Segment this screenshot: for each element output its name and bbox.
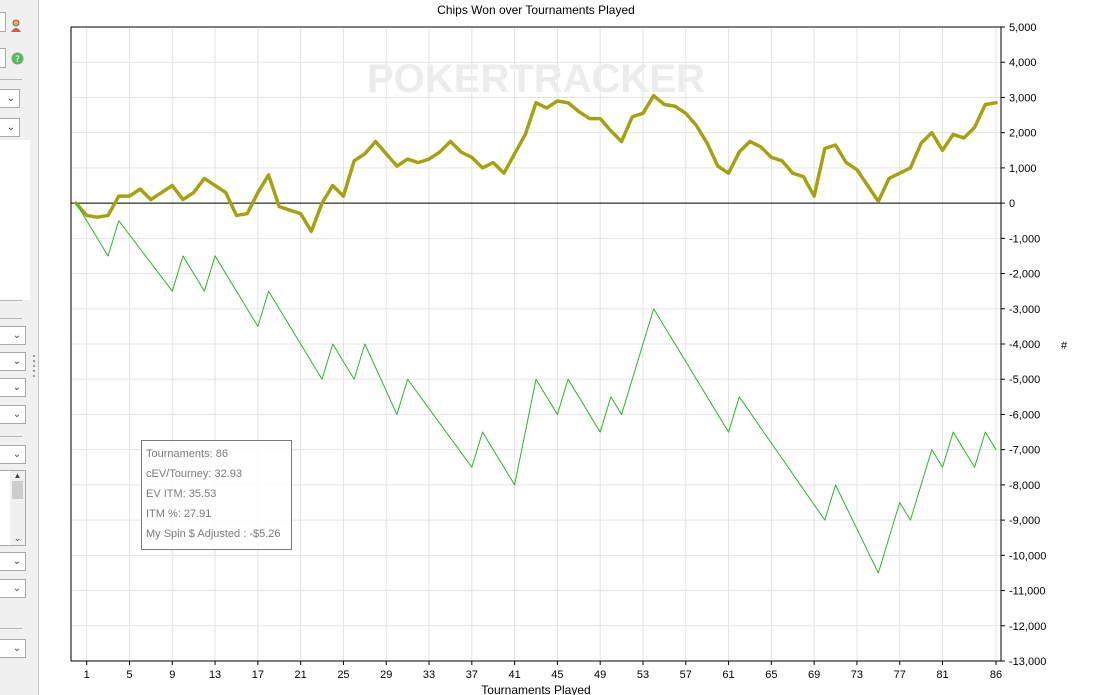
y-tick-label: -6,000 (1009, 409, 1040, 421)
chart-title: Chips Won over Tournaments Played (437, 3, 635, 17)
y-tick-label: 3,000 (1009, 92, 1037, 104)
y-tick-label: -7,000 (1009, 445, 1040, 457)
series-line-1 (75, 202, 997, 574)
divider (0, 318, 22, 319)
filter-dropdown[interactable]: ⌄ (0, 378, 26, 397)
y-tick-label: -13,000 (1009, 656, 1046, 668)
filter-dropdown[interactable]: ⌄ (0, 552, 26, 571)
panel-background (0, 140, 30, 300)
scrollbar[interactable]: ▲ ⌄ (10, 471, 25, 545)
y-tick-label: -12,000 (1009, 621, 1046, 633)
help-icon[interactable]: ? (11, 52, 24, 65)
chevron-down-icon: ⌄ (6, 93, 16, 104)
x-tick-label: 25 (337, 669, 349, 681)
watermark-logo: POKERTRACKER (367, 57, 705, 101)
y-tick-label: -3,000 (1009, 304, 1040, 316)
x-tick-label: 57 (680, 669, 692, 681)
scroll-up-icon[interactable]: ▲ (13, 471, 22, 480)
x-tick-label: 9 (169, 669, 175, 681)
chevron-down-icon: ⌄ (12, 356, 22, 367)
y-tick-label: 1,000 (1009, 163, 1037, 175)
x-tick-label: 33 (423, 669, 435, 681)
chevron-down-icon: ⌄ (12, 643, 22, 654)
divider (0, 300, 22, 301)
chevron-down-icon: ⌄ (12, 449, 22, 460)
divider (0, 628, 22, 629)
filter-dropdown[interactable]: ⌄ (0, 579, 26, 598)
filter-dropdown[interactable]: ⌄ (0, 445, 26, 464)
chips-won-chart: POKERTRACKER 5,000 4,000 3,000 2,000 1,000 0 -1… (70, 3, 1068, 695)
x-tick-label: 65 (765, 669, 777, 681)
x-tick-label: 69 (808, 669, 820, 681)
stat-cev-per-tourney: cEV/Tourney: 32.93 (146, 468, 243, 480)
x-tick-label: 37 (466, 669, 478, 681)
x-tick-label: 49 (594, 669, 606, 681)
x-tick-label: 77 (894, 669, 906, 681)
filter-dropdown[interactable]: ⌄ (0, 326, 26, 345)
stat-itm-percent: ITM %: 27.91 (146, 508, 212, 520)
stat-tournaments: Tournaments: 86 (146, 448, 228, 460)
list-box[interactable]: ▲ ⌄ (0, 470, 26, 546)
y-tick-label: -9,000 (1009, 515, 1040, 527)
x-tick-label: 17 (252, 669, 264, 681)
x-axis-label: Tournaments Played (481, 683, 590, 695)
divider (0, 436, 22, 437)
chevron-down-icon: ⌄ (6, 122, 16, 133)
x-tick-label: 1 (84, 669, 90, 681)
y-tick-label: -5,000 (1009, 374, 1040, 386)
filter-dropdown[interactable]: ⌄ (0, 639, 26, 658)
x-tick-label: 29 (380, 669, 392, 681)
chevron-down-icon: ⌄ (12, 583, 22, 594)
chevron-down-icon: ⌄ (12, 330, 22, 341)
filter-dropdown[interactable]: ⌄ (0, 405, 26, 424)
y-tick-label: -4,000 (1009, 339, 1040, 351)
stats-box: Tournaments: 86 cEV/Tourney: 32.93 EV IT… (141, 440, 292, 550)
x-tick-label: 73 (851, 669, 863, 681)
chevron-down-icon: ⌄ (12, 409, 22, 420)
x-tick-label: 45 (551, 669, 563, 681)
y-tick-label: 5,000 (1009, 22, 1037, 34)
y-tick-label: -11,000 (1009, 586, 1046, 598)
y-tick-label: -8,000 (1009, 480, 1040, 492)
filter-dropdown[interactable]: ⌄ (0, 352, 26, 371)
filter-dropdown[interactable]: ⌄ (0, 89, 20, 108)
splitter-grip[interactable] (33, 360, 35, 362)
x-tick-label: 13 (209, 669, 221, 681)
divider (0, 79, 22, 80)
chevron-down-icon: ⌄ (12, 382, 22, 393)
y-tick-label: -1,000 (1009, 233, 1040, 245)
filter-dropdown[interactable]: ⌄ (0, 118, 20, 137)
y-tick-label: -10,000 (1009, 550, 1046, 562)
splitter-grip[interactable] (33, 365, 35, 367)
y-tick-label: 2,000 (1009, 128, 1037, 140)
x-tick-label: 41 (508, 669, 520, 681)
scrollbar-thumb[interactable] (12, 481, 23, 499)
user-icon[interactable] (10, 19, 22, 33)
stat-ev-itm: EV ITM: 35.53 (146, 488, 217, 500)
series-line-0 (74, 93, 998, 234)
splitter-grip[interactable] (33, 375, 35, 377)
x-tick-label: 5 (126, 669, 132, 681)
x-tick-label: 53 (637, 669, 649, 681)
chevron-down-icon: ⌄ (12, 556, 22, 567)
splitter-grip[interactable] (33, 370, 35, 372)
scroll-down-icon[interactable]: ⌄ (13, 533, 22, 543)
filter-sidebar: ? ⌄ ⌄ ⌄ ⌄ ⌄ ⌄ ⌄ ▲ ⌄ ⌄ ⌄ ⌄ (0, 0, 39, 695)
x-tick-label: 81 (936, 669, 948, 681)
player-dropdown[interactable] (0, 12, 6, 32)
y-tick-label: -2,000 (1009, 269, 1040, 281)
stat-spin-adjusted: My Spin $ Adjusted : -$5.26 (146, 528, 281, 540)
x-tick-label: 21 (295, 669, 307, 681)
y-axis-label: # (1061, 340, 1068, 352)
y-tick-label: 0 (1009, 198, 1015, 210)
x-tick-label: 61 (722, 669, 734, 681)
x-tick-label: 86 (990, 669, 1002, 681)
svg-text:?: ? (15, 55, 20, 65)
site-dropdown[interactable] (0, 48, 6, 68)
splitter-grip[interactable] (33, 355, 35, 357)
y-tick-label: 4,000 (1009, 57, 1037, 69)
